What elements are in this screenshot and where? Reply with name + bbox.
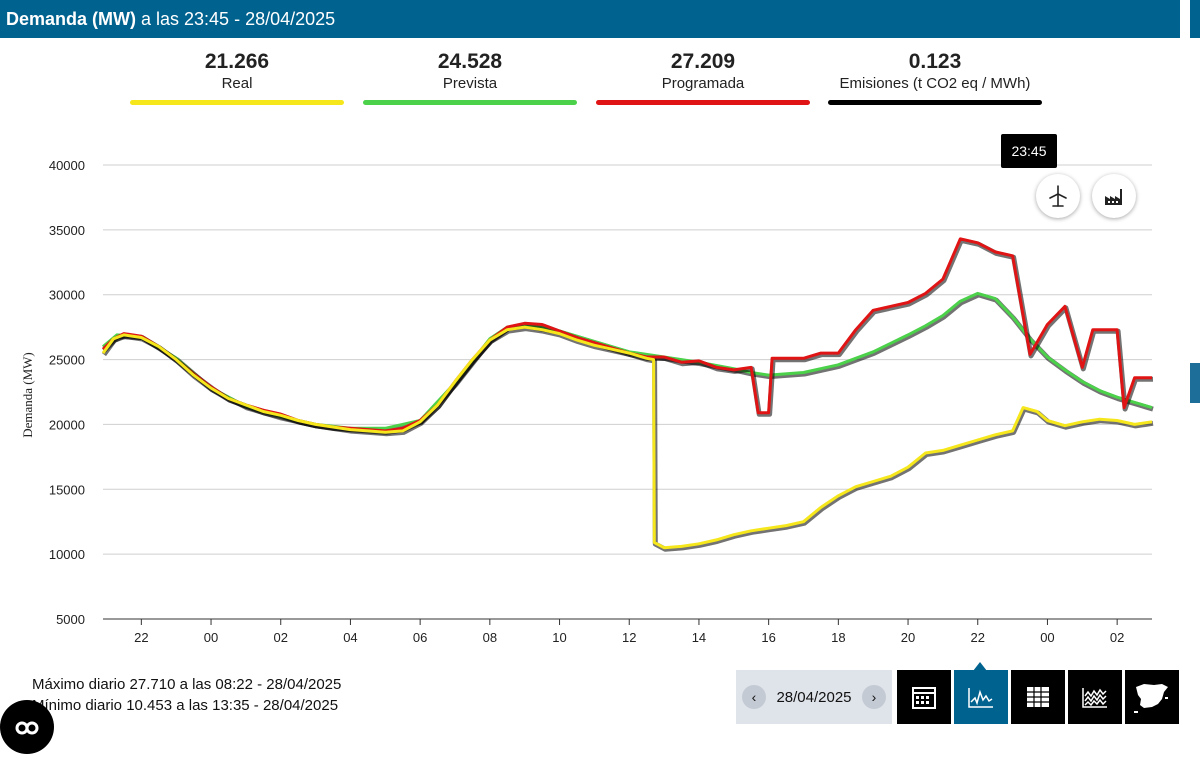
daily-min: Mínimo diario 10.453 a las 13:35 - 28/04… bbox=[32, 697, 339, 714]
metric-value: 21.266 bbox=[204, 50, 270, 73]
y-tick-label: 15000 bbox=[49, 482, 85, 497]
time-tooltip: 23:45 bbox=[1001, 134, 1057, 168]
x-tick-label: 00 bbox=[1040, 630, 1054, 645]
series-shadow-real bbox=[101, 326, 1154, 552]
table-button[interactable] bbox=[1011, 670, 1065, 724]
x-tick-label: 10 bbox=[552, 630, 566, 645]
x-tick-label: 12 bbox=[622, 630, 636, 645]
x-tick-label: 16 bbox=[761, 630, 775, 645]
next-date-button[interactable]: › bbox=[861, 685, 886, 709]
header-edge bbox=[1190, 0, 1200, 38]
x-tick-label: 18 bbox=[831, 630, 845, 645]
x-tick-label: 14 bbox=[692, 630, 706, 645]
area-chart-icon bbox=[1082, 688, 1107, 708]
metric-color-bar bbox=[828, 100, 1042, 105]
factory-toggle-button[interactable] bbox=[1092, 174, 1136, 218]
x-tick-label: 20 bbox=[901, 630, 915, 645]
x-tick-label: 02 bbox=[274, 630, 288, 645]
line-chart-icon bbox=[968, 688, 993, 708]
page-header: Demanda (MW) a las 23:45 - 28/04/2025 bbox=[0, 0, 1180, 38]
spain-map-icon bbox=[1134, 684, 1168, 713]
link-icon bbox=[15, 721, 39, 735]
header-title: Demanda (MW) bbox=[6, 8, 136, 29]
x-tick-label: 06 bbox=[413, 630, 427, 645]
header-subtitle: a las 23:45 - 28/04/2025 bbox=[136, 8, 336, 29]
metric-value: 27.209 bbox=[670, 50, 736, 73]
y-tick-label: 30000 bbox=[49, 288, 85, 303]
map-button[interactable] bbox=[1125, 670, 1179, 724]
y-tick-label: 10000 bbox=[49, 547, 85, 562]
y-tick-label: 40000 bbox=[49, 158, 85, 173]
line-chart-button[interactable] bbox=[954, 670, 1008, 724]
metric-real[interactable]: 21.266 Real bbox=[130, 50, 344, 105]
x-tick-label: 02 bbox=[1110, 630, 1124, 645]
metric-label: Real bbox=[221, 75, 253, 92]
daily-stats: Máximo diario 27.710 a las 08:22 - 28/04… bbox=[32, 674, 341, 716]
metric-color-bar bbox=[130, 100, 344, 105]
factory-icon bbox=[1105, 189, 1122, 205]
date-navigator: ‹ 28/04/2025 › bbox=[736, 670, 892, 724]
y-tick-label: 5000 bbox=[56, 612, 85, 627]
metric-emisiones[interactable]: 0.123 Emisiones (t CO2 eq / MWh) bbox=[828, 50, 1042, 105]
daily-max: Máximo diario 27.710 a las 08:22 - 28/04… bbox=[32, 676, 342, 693]
metric-programada[interactable]: 27.209 Programada bbox=[596, 50, 810, 105]
calendar-icon bbox=[912, 687, 936, 709]
prev-date-button[interactable]: ‹ bbox=[742, 685, 766, 709]
metric-value: 0.123 bbox=[908, 50, 962, 73]
y-tick-label: 25000 bbox=[49, 353, 85, 368]
series-line-real bbox=[101, 325, 1153, 550]
current-date[interactable]: 28/04/2025 bbox=[776, 688, 852, 706]
calendar-button[interactable] bbox=[897, 670, 951, 724]
metric-color-bar bbox=[363, 100, 577, 105]
area-chart-button[interactable] bbox=[1068, 670, 1122, 724]
metric-value: 24.528 bbox=[437, 50, 503, 73]
wind-turbine-icon bbox=[1049, 185, 1067, 207]
series-shadow-programada bbox=[102, 237, 1153, 435]
metric-prevista[interactable]: 24.528 Prevista bbox=[363, 50, 577, 105]
x-tick-label: 04 bbox=[343, 630, 357, 645]
metric-color-bar bbox=[596, 100, 810, 105]
y-tick-label: 20000 bbox=[49, 417, 85, 432]
side-tab[interactable] bbox=[1190, 363, 1200, 403]
table-icon bbox=[1027, 687, 1049, 707]
floating-action-button[interactable] bbox=[0, 700, 54, 754]
wind-toggle-button[interactable] bbox=[1036, 174, 1080, 218]
metric-label: Programada bbox=[661, 75, 745, 92]
x-tick-label: 22 bbox=[134, 630, 148, 645]
x-tick-label: 00 bbox=[204, 630, 218, 645]
x-tick-label: 22 bbox=[971, 630, 985, 645]
active-view-caret bbox=[973, 662, 987, 671]
metric-label: Emisiones (t CO2 eq / MWh) bbox=[839, 75, 1031, 92]
x-tick-label: 08 bbox=[483, 630, 497, 645]
y-tick-label: 35000 bbox=[49, 223, 85, 238]
series-line-programada bbox=[101, 237, 1152, 433]
metric-label: Prevista bbox=[442, 75, 498, 92]
demand-chart: 40000 35000 30000 25000 20000 15000 10000 5000 2… bbox=[49, 158, 1154, 645]
